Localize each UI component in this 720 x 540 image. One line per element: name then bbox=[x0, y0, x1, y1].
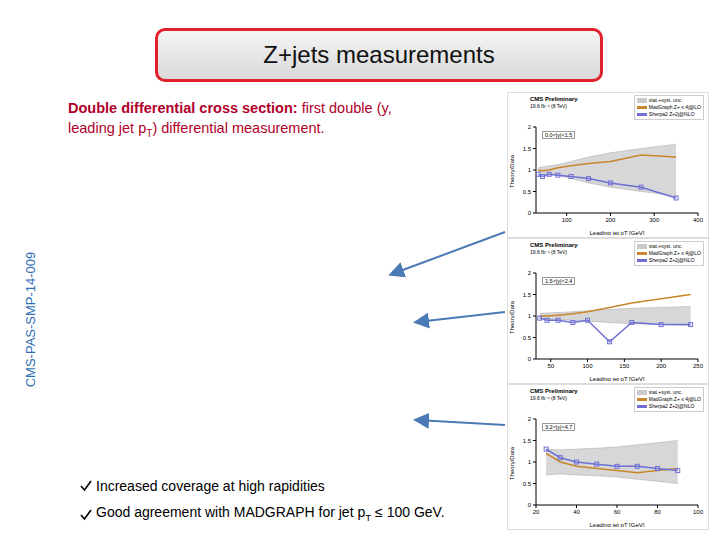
html-text:Sherpa2 Z+2j@NLO: Sherpa2 Z+2j@NLO bbox=[648, 257, 695, 263]
svg-text:Leading jet pT [GeV]: Leading jet pT [GeV] bbox=[590, 376, 645, 381]
html-text:1.5<|y|<2.4: 1.5<|y|<2.4 bbox=[545, 278, 573, 284]
svg-text:1.5: 1.5 bbox=[523, 438, 532, 444]
html-text:Good agreement with MADGRAPH f: Good agreement with MADGRAPH for jet pT≤… bbox=[96, 504, 445, 523]
svg-text:150: 150 bbox=[619, 363, 630, 369]
html-text:3.2<|y|<4.7: 3.2<|y|<4.7 bbox=[545, 424, 573, 430]
svg-text:0: 0 bbox=[528, 210, 532, 216]
svg-text:Leading jet pT [GeV]: Leading jet pT [GeV] bbox=[590, 230, 645, 235]
svg-text:2: 2 bbox=[528, 124, 532, 130]
svg-text:200: 200 bbox=[605, 217, 616, 223]
svg-text:100: 100 bbox=[693, 509, 704, 515]
html-text:stat.+syst. unc.: stat.+syst. unc. bbox=[648, 97, 683, 103]
html-text:Z+jets measurements: Z+jets measurements bbox=[263, 41, 495, 68]
html-text:Sherpa2 Z+2j@NLO: Sherpa2 Z+2j@NLO bbox=[648, 111, 695, 117]
html-text:19.6 fb⁻¹ (8 TeV): 19.6 fb⁻¹ (8 TeV) bbox=[530, 249, 567, 255]
svg-text:Theory/Data: Theory/Data bbox=[509, 446, 515, 480]
svg-text:50: 50 bbox=[547, 363, 554, 369]
svg-text:Theory/Data: Theory/Data bbox=[509, 154, 515, 188]
html-text:CMS Preliminary: CMS Preliminary bbox=[530, 96, 578, 102]
svg-text:1: 1 bbox=[528, 313, 532, 319]
svg-text:2: 2 bbox=[528, 270, 532, 276]
svg-text:Theory/Data: Theory/Data bbox=[509, 300, 515, 334]
svg-text:1: 1 bbox=[528, 167, 532, 173]
svg-text:300: 300 bbox=[649, 217, 660, 223]
html-text:MadGraph Z+ ≤ 4j@LO: MadGraph Z+ ≤ 4j@LO bbox=[648, 396, 701, 402]
svg-text:0: 0 bbox=[528, 356, 532, 362]
svg-text:100: 100 bbox=[583, 363, 594, 369]
html-text:Double differential cross sect: Double differential cross section: first… bbox=[68, 100, 392, 139]
svg-text:2: 2 bbox=[528, 416, 532, 422]
html-text:0.0<|y|<1.5: 0.0<|y|<1.5 bbox=[545, 132, 573, 138]
svg-text:0: 0 bbox=[528, 502, 532, 508]
html-text:MadGraph Z+ ≤ 4j@LO: MadGraph Z+ ≤ 4j@LO bbox=[648, 104, 701, 110]
html-text:Sherpa2 Z+2j@NLO: Sherpa2 Z+2j@NLO bbox=[648, 403, 695, 409]
html-text:stat.+syst. unc.: stat.+syst. unc. bbox=[648, 389, 683, 395]
svg-text:20: 20 bbox=[533, 509, 540, 515]
svg-text:0.5: 0.5 bbox=[523, 189, 532, 195]
svg-text:1.5: 1.5 bbox=[523, 146, 532, 152]
svg-text:80: 80 bbox=[654, 509, 661, 515]
html-text:Increased coverage at high rap: Increased coverage at high rapidities bbox=[96, 478, 325, 494]
html-text:CMS Preliminary: CMS Preliminary bbox=[530, 388, 578, 394]
html-text:CMS Preliminary: CMS Preliminary bbox=[530, 242, 578, 248]
html-text:19.6 fb⁻¹ (8 TeV): 19.6 fb⁻¹ (8 TeV) bbox=[530, 395, 567, 401]
svg-text:200: 200 bbox=[656, 363, 667, 369]
svg-text:0.5: 0.5 bbox=[523, 335, 532, 341]
svg-text:250: 250 bbox=[693, 363, 704, 369]
svg-text:400: 400 bbox=[693, 217, 704, 223]
svg-text:100: 100 bbox=[562, 217, 573, 223]
html-text:stat.+syst. unc.: stat.+syst. unc. bbox=[648, 243, 683, 249]
svg-text:60: 60 bbox=[614, 509, 621, 515]
svg-text:40: 40 bbox=[573, 509, 580, 515]
html-text:CMS-PAS-SMP-14-009: CMS-PAS-SMP-14-009 bbox=[22, 251, 38, 388]
svg-text:1.5: 1.5 bbox=[523, 292, 532, 298]
svg-text:1: 1 bbox=[528, 459, 532, 465]
svg-text:Leading jet pT [GeV]: Leading jet pT [GeV] bbox=[590, 522, 645, 527]
svg-text:0.5: 0.5 bbox=[523, 481, 532, 487]
html-text:19.6 fb⁻¹ (8 TeV): 19.6 fb⁻¹ (8 TeV) bbox=[530, 103, 567, 109]
html-text:MadGraph Z+ ≤ 4j@LO: MadGraph Z+ ≤ 4j@LO bbox=[648, 250, 701, 256]
